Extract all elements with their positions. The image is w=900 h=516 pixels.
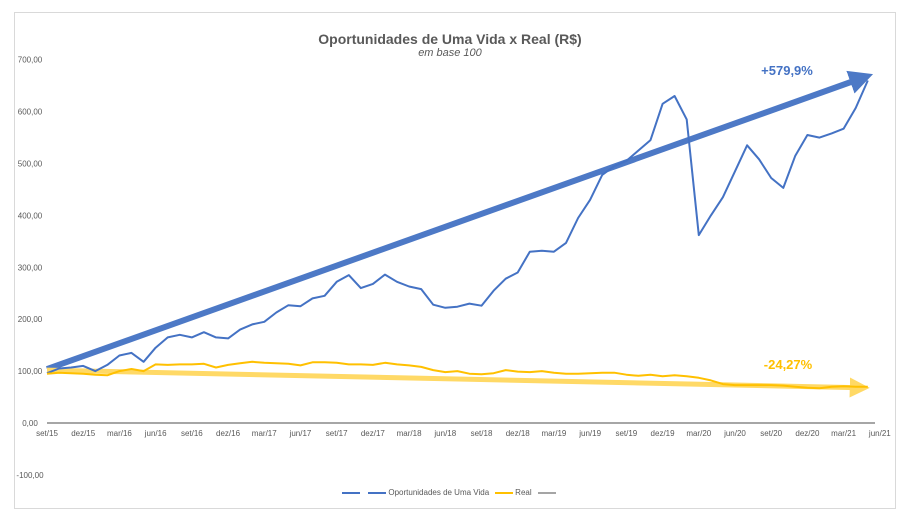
legend-label: Real: [515, 488, 532, 497]
chart-subtitle: em base 100: [418, 47, 482, 59]
legend-item: [537, 488, 558, 497]
x-tick-label: mar/17: [252, 429, 277, 438]
y-tick-label: 600,00: [18, 108, 43, 117]
trend-arrow-blue: [45, 70, 874, 372]
x-tick-label: dez/20: [795, 429, 820, 438]
x-tick-label: jun/21: [868, 429, 891, 438]
legend-swatch: [537, 491, 556, 494]
x-tick-label: dez/18: [506, 429, 531, 438]
x-tick-label: set/15: [36, 429, 58, 438]
series-line-oportunidades: [46, 80, 869, 375]
x-tick-label: set/16: [181, 429, 203, 438]
x-tick-label: set/19: [615, 429, 637, 438]
x-tick-label: dez/16: [216, 429, 241, 438]
x-tick-label: jun/20: [723, 429, 746, 438]
x-tick-label: dez/19: [651, 429, 676, 438]
x-tick-label: dez/15: [71, 429, 96, 438]
y-tick-label: 0,00: [22, 419, 38, 428]
legend-swatch: [495, 491, 514, 494]
y-tick-label: 500,00: [18, 160, 43, 169]
y-tick-label: 100,00: [18, 367, 43, 376]
legend-swatch: [368, 491, 387, 494]
y-tick-label: -100,00: [16, 471, 44, 480]
x-tick-label: mar/18: [397, 429, 422, 438]
x-tick-label: jun/19: [578, 429, 601, 438]
y-tick-label: 400,00: [18, 211, 43, 220]
x-tick-label: mar/20: [686, 429, 711, 438]
x-tick-label: set/17: [326, 429, 348, 438]
annotation-yellow: -24,27%: [764, 357, 813, 372]
y-tick-label: 200,00: [18, 315, 43, 324]
x-tick-label: mar/19: [541, 429, 566, 438]
legend-item: [342, 488, 362, 497]
x-tick-label: mar/16: [107, 429, 132, 438]
legend-item: Oportunidades de Uma Vida: [368, 488, 489, 497]
legend-label: Oportunidades de Uma Vida: [388, 488, 490, 497]
chart-title: Oportunidades de Uma Vida x Real (R$): [318, 31, 582, 47]
x-tick-label: mar/21: [831, 429, 856, 438]
chart-area: [14, 12, 896, 509]
legend-swatch: [342, 491, 361, 494]
legend: Oportunidades de Uma Vida Real: [0, 488, 900, 497]
x-tick-label: jun/18: [433, 429, 456, 438]
x-tick-label: jun/17: [289, 429, 312, 438]
x-tick-label: set/18: [471, 429, 493, 438]
annotation-blue: +579,9%: [761, 63, 813, 78]
series-line-real: [46, 360, 868, 390]
legend-item: Real: [495, 488, 532, 497]
x-tick-label: jun/16: [144, 429, 167, 438]
y-tick-label: 300,00: [18, 263, 43, 272]
x-tick-label: dez/17: [361, 429, 386, 438]
x-tick-label: set/20: [760, 429, 782, 438]
y-tick-label: 700,00: [18, 56, 43, 65]
